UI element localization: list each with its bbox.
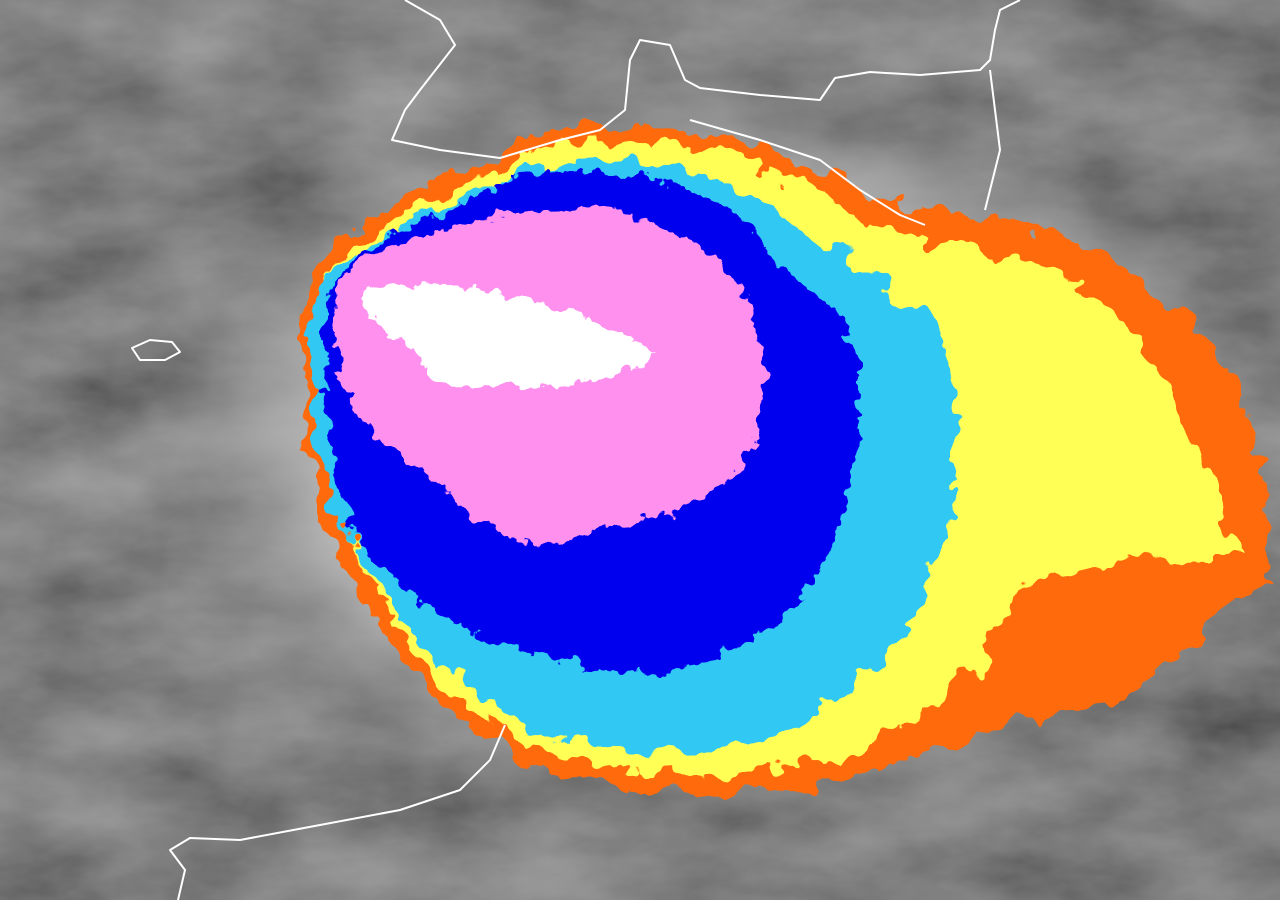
coastline — [169, 724, 506, 900]
island — [131, 339, 181, 361]
border-line — [984, 69, 1001, 211]
border-line — [689, 119, 926, 226]
borders — [131, 0, 1021, 900]
white-core — [360, 283, 655, 389]
border-line — [391, 0, 1021, 159]
core-layers — [324, 170, 860, 674]
